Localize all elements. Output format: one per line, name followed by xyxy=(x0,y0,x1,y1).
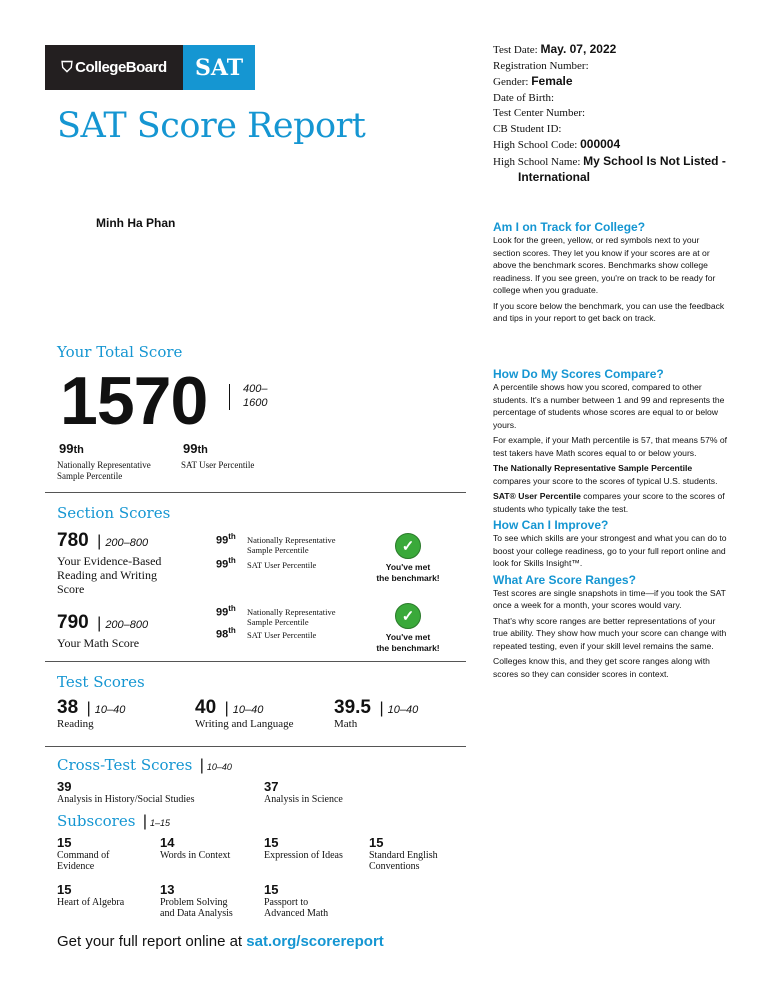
nat-label: Nationally Representative Sample Percenti… xyxy=(247,535,336,555)
test-reading: 38 | 10–40 Reading xyxy=(57,697,126,730)
section-heading: Section Scores xyxy=(57,504,171,522)
acorn-icon: ⛉ xyxy=(61,59,73,76)
sat-logo: SAT xyxy=(183,45,255,90)
track-heading: Am I on Track for College? xyxy=(493,220,646,234)
improve-heading: How Can I Improve? xyxy=(493,518,609,532)
track-text-2: If you score below the benchmark, you ca… xyxy=(493,300,725,324)
subscore-item: 14 Words in Context xyxy=(160,835,231,861)
section-label: Your Math Score xyxy=(57,636,140,650)
ranges-text: Test scores are single snapshots in time… xyxy=(493,587,726,611)
collegeboard-logo: ⛉ CollegeBoard xyxy=(45,45,183,90)
cross-history: 39 Analysis in History/Social Studies xyxy=(57,779,195,805)
total-user-pct: 99th xyxy=(183,441,208,456)
total-score: 1570 xyxy=(60,363,208,439)
nrs-desc: compares your score to the scores of typ… xyxy=(493,475,718,486)
section-range: 200–800 xyxy=(105,619,149,631)
compare-text: A percentile shows how you scored, compa… xyxy=(493,382,725,430)
gender-value: Female xyxy=(531,74,573,88)
user-desc: compares your score to the scores of stu… xyxy=(493,491,725,514)
test-writing: 40 | 10–40 Writing and Language xyxy=(195,697,294,730)
nrs-term: The Nationally Representative Sample Per… xyxy=(493,463,693,473)
collegeboard-sat-logo: ⛉ CollegeBoard SAT xyxy=(45,45,255,90)
divider xyxy=(45,492,466,493)
subscores-heading: Subscores | 1–15 xyxy=(57,812,171,830)
divider xyxy=(45,661,466,662)
test-date: May. 07, 2022 xyxy=(540,42,617,56)
subscore-item: 13 Problem Solving and Data Analysis xyxy=(160,882,233,919)
nat-label: Nationally Representative Sample Percenti… xyxy=(247,607,336,627)
collegeboard-wordmark: CollegeBoard xyxy=(75,59,167,76)
section-label: Your Evidence-Based Reading and Writing Sc… xyxy=(57,554,162,596)
benchmark-check-icon: ✓ xyxy=(395,533,421,559)
section-range: 200–800 xyxy=(105,537,149,549)
total-range: 400– 1600 xyxy=(243,382,267,410)
total-nat-pct: 99th xyxy=(59,441,84,456)
test-math: 39.5 | 10–40 Math xyxy=(334,697,419,730)
benchmark-check-icon: ✓ xyxy=(395,603,421,629)
benchmark-text: You've met the benchmark! xyxy=(376,632,440,653)
user-label: SAT User Percentile xyxy=(247,560,317,570)
student-info: Test Date: May. 07, 2022 Registration Nu… xyxy=(493,42,726,187)
registration-label: Registration Number: xyxy=(493,59,589,72)
hs-name-cont: International xyxy=(518,170,591,184)
compare-text-3: The Nationally Representative Sample Per… xyxy=(493,462,728,487)
math-user-pct: 98th xyxy=(216,626,236,641)
footer: Get your full report online at sat.org/s… xyxy=(57,933,384,950)
total-heading: Your Total Score xyxy=(57,343,183,361)
hs-code: 000004 xyxy=(580,137,621,151)
hs-name-label: High School Name: xyxy=(493,155,581,168)
sidebar-track: Am I on Track for College? Look for the … xyxy=(493,220,728,328)
divider xyxy=(229,384,230,410)
total-range-low: 400– xyxy=(243,383,268,395)
math-nat-pct: 99th xyxy=(216,604,236,619)
subscore-item: 15 Passport to Advanced Math xyxy=(264,882,329,919)
subscore-item: 15 Heart of Algebra xyxy=(57,882,125,908)
compare-heading: How Do My Scores Compare? xyxy=(493,367,664,381)
cross-science: 37 Analysis in Science xyxy=(264,779,343,805)
track-text: Look for the green, yellow, or red symbo… xyxy=(493,235,716,295)
test-heading: Test Scores xyxy=(57,673,145,691)
compare-text-4: SAT® User Percentile compares your score… xyxy=(493,490,728,515)
cb-id-label: CB Student ID: xyxy=(493,122,562,135)
gender-label: Gender: xyxy=(493,76,529,88)
section-ebrw: 780 | 200–800 Your Evidence-Based Reading … xyxy=(57,530,162,596)
total-range-high: 1600 xyxy=(243,397,268,409)
user-term: SAT® User Percentile xyxy=(493,491,581,501)
ranges-text-3: Colleges know this, and they get score r… xyxy=(493,656,710,679)
ranges-heading: What Are Score Ranges? xyxy=(493,572,636,587)
subscore-item: 15 Expression of Ideas xyxy=(264,835,343,861)
ebrw-nat-pct: 99th xyxy=(216,532,236,547)
benchmark-text: You've met the benchmark! xyxy=(376,562,440,583)
test-center-label: Test Center Number: xyxy=(493,107,586,119)
section-math: 790 | 200–800 Your Math Score xyxy=(57,612,149,650)
hs-name: My School Is Not Listed - xyxy=(583,153,726,168)
ebrw-user-pct: 99th xyxy=(216,556,236,571)
sidebar-info: How Do My Scores Compare? A percentile s… xyxy=(493,367,728,683)
test-date-label: Test Date: xyxy=(493,44,538,56)
dob-label: Date of Birth: xyxy=(493,91,555,104)
section-score: 790 xyxy=(57,612,89,633)
divider xyxy=(45,746,466,747)
student-name: Minh Ha Phan xyxy=(96,216,176,230)
section-score: 780 xyxy=(57,530,89,551)
score-report-link[interactable]: sat.org/scorereport xyxy=(246,933,384,950)
page-title: SAT Score Report xyxy=(57,106,366,146)
compare-text-2: For example, if your Math percentile is … xyxy=(493,435,728,458)
total-user-label: SAT User Percentile xyxy=(181,460,255,470)
subscore-item: 15 Command of Evidence xyxy=(57,835,110,872)
ranges-text-2: That's why score ranges are better repre… xyxy=(493,615,727,651)
improve-text: To see which skills are your strongest a… xyxy=(493,533,727,568)
hs-code-label: High School Code: xyxy=(493,139,578,151)
total-nat-label: Nationally Representative Sample Percenti… xyxy=(57,460,151,481)
user-label: SAT User Percentile xyxy=(247,630,317,640)
cross-heading: Cross-Test Scores | 10–40 xyxy=(57,756,232,774)
subscore-item: 15 Standard English Conventions xyxy=(369,835,438,872)
